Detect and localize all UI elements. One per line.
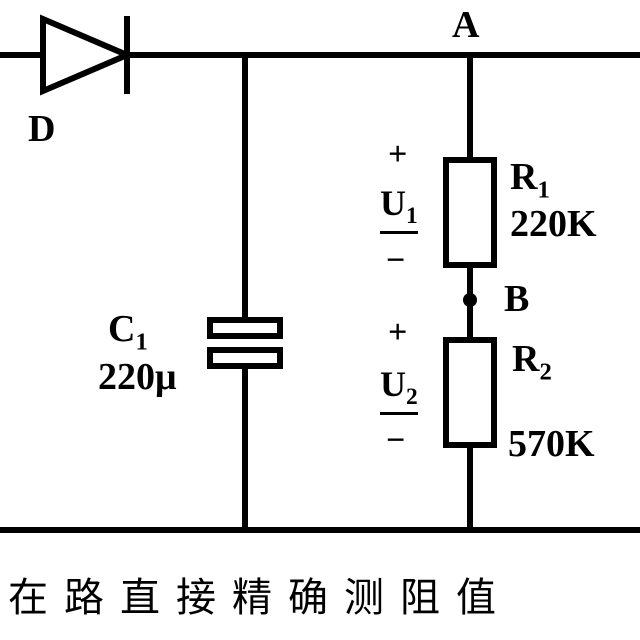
u1-minus: −	[386, 244, 405, 278]
u2-plus: +	[388, 316, 407, 350]
diode-ref: D	[28, 110, 55, 148]
r2-value: 570K	[508, 425, 595, 463]
u2-minus: −	[386, 424, 405, 458]
capacitor-value: 220μ	[98, 358, 177, 396]
u1-plus: +	[388, 138, 407, 172]
node-a-label: A	[452, 6, 479, 44]
r1-value: 220K	[510, 205, 597, 243]
capacitor-ref: C1	[108, 310, 148, 355]
r1-ref: R1	[510, 158, 550, 203]
u2-label: U2	[380, 366, 418, 415]
caption-text: 在路直接精确测阻值	[0, 565, 640, 623]
r2-ref: R2	[512, 340, 552, 385]
circuit-canvas	[0, 0, 640, 640]
u1-label: U1	[380, 185, 418, 234]
node-b-label: B	[504, 280, 529, 318]
